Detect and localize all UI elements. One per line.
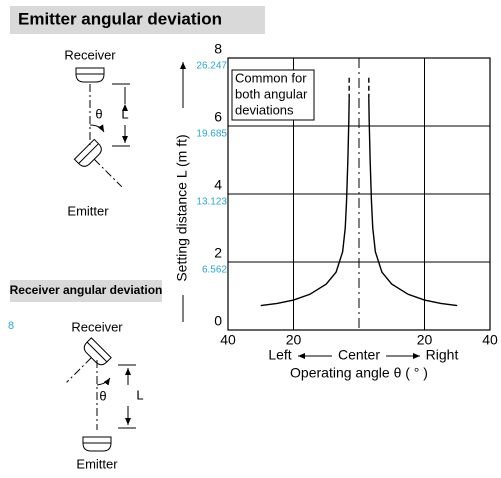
x-axis-label: Operating angle θ ( ° ) <box>290 365 428 381</box>
y2-tick-label: 13.123 <box>196 197 227 208</box>
curve <box>368 98 458 307</box>
curve <box>260 98 350 307</box>
diagram-bottom: Receiver θ L Emitter <box>66 319 144 471</box>
subheader: Receiver angular deviation <box>10 283 163 297</box>
y-tick-label: 8 <box>214 41 222 57</box>
length-label: L <box>136 387 143 402</box>
annotation: Common for <box>235 70 307 85</box>
subheader-bg <box>10 280 162 302</box>
theta-arc <box>89 124 105 133</box>
x-tick-label: 40 <box>220 332 236 348</box>
y-tick-label: 0 <box>214 313 222 329</box>
direction-left: Left <box>268 347 291 363</box>
emitter-label: Emitter <box>67 203 109 218</box>
theta-arc <box>96 377 111 386</box>
x-tick-label: 20 <box>286 332 302 348</box>
y2-tick-label: 19.685 <box>196 129 227 140</box>
y2-tick-label: 6.562 <box>202 265 227 276</box>
length-label: L <box>121 106 128 121</box>
emitter-label: Emitter <box>76 456 118 471</box>
y-tick-label: 2 <box>214 245 222 261</box>
direction-center: Center <box>338 347 380 363</box>
direction-right: Right <box>426 347 459 363</box>
receiver-shape <box>75 67 105 83</box>
x-tick-label: 40 <box>482 332 498 348</box>
annotation: deviations <box>235 102 294 117</box>
theta-label: θ <box>99 388 106 403</box>
receiver-label: Receiver <box>64 47 116 62</box>
y-tick-label: 4 <box>214 177 222 193</box>
margin-note: 8 <box>8 320 14 332</box>
header-bg <box>10 6 265 34</box>
annotation-box <box>231 69 315 121</box>
y2-tick-label: 26.247 <box>196 61 227 72</box>
receiver-label: Receiver <box>71 319 123 334</box>
receiver-shape <box>66 337 112 383</box>
x-tick-label: 20 <box>417 332 433 348</box>
diagram-top: Receiver θ L Emitter <box>64 47 130 218</box>
annotation: both angular <box>235 86 308 101</box>
y-tick-label: 6 <box>214 109 222 125</box>
emitter-shape <box>73 138 123 188</box>
y-axis-label: Setting distance L (m ft) <box>174 134 190 281</box>
header-title: Emitter angular deviation <box>18 9 222 28</box>
emitter-shape <box>82 436 112 452</box>
theta-label: θ <box>95 106 102 121</box>
